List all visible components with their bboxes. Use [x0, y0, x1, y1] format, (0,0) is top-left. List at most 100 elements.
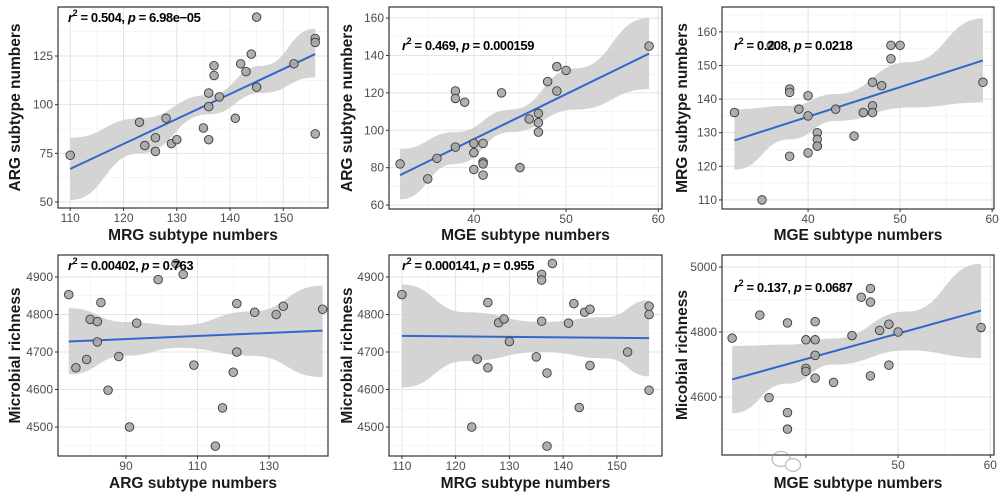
data-point: [241, 66, 251, 77]
p-value: = 0.955: [490, 258, 534, 273]
superscript: 2: [739, 278, 744, 288]
data-point: [865, 283, 876, 294]
y-tick-label: 5000: [690, 260, 717, 274]
data-point: [63, 289, 74, 300]
x-tick-label: 60: [985, 212, 999, 226]
data-point: [644, 41, 654, 51]
x-tick-label: 50: [559, 212, 573, 226]
x-axis-label: MGE subtype numbers: [774, 475, 943, 492]
superscript: 2: [73, 256, 78, 266]
r2-equals: = 0.137,: [743, 280, 794, 295]
data-point: [978, 77, 988, 88]
x-axis-label: MRG subtype numbers: [441, 475, 611, 492]
y-tick-label: 160: [697, 25, 717, 39]
plot-content: [65, 12, 320, 201]
data-point: [561, 65, 571, 76]
panel-border: [57, 6, 329, 209]
data-point: [893, 327, 903, 337]
data-point: [478, 138, 488, 149]
data-point: [782, 407, 793, 418]
panel-border: [721, 6, 995, 210]
data-point: [92, 337, 103, 347]
data-point: [810, 335, 820, 345]
scatter-panel-2: 40 50 60 60 80 100 120 140 160 MGE subtype number…: [339, 6, 665, 244]
y-tick-label: 75: [40, 146, 54, 160]
regression-line: [68, 329, 323, 343]
x-tick-label: 140: [553, 459, 573, 473]
data-point: [210, 441, 221, 451]
y-tick-label: 130: [697, 126, 717, 140]
data-point: [801, 335, 811, 345]
x-axis-label: ARG subtype numbers: [109, 475, 277, 492]
x-axis-label: MGE subtype numbers: [774, 227, 943, 244]
superscript: 2: [407, 36, 412, 46]
data-point: [450, 93, 461, 104]
data-point: [764, 392, 774, 403]
regression-stats: r2 = 0.000141, p = 0.955: [402, 256, 534, 273]
data-point: [766, 40, 776, 51]
data-point: [810, 316, 820, 327]
y-tick-label: 120: [697, 159, 717, 173]
data-point: [865, 297, 876, 307]
x-tick-label: 110: [392, 459, 411, 473]
x-tick-label: 130: [259, 459, 279, 473]
x-tick-label: 140: [220, 211, 240, 225]
bubble-small: [784, 458, 802, 472]
data-point: [171, 258, 181, 269]
confidence-band: [734, 18, 983, 170]
r-symbol: r: [734, 38, 740, 53]
x-tick-label: 150: [273, 211, 293, 225]
data-point: [134, 117, 145, 127]
data-point: [178, 269, 188, 280]
data-point: [251, 82, 262, 92]
x-tick-label: 40: [801, 212, 815, 226]
y-tick-label: 60: [371, 198, 385, 212]
plot-content: [63, 258, 328, 451]
data-point: [459, 97, 470, 107]
data-point: [232, 347, 242, 357]
data-point: [622, 347, 633, 357]
scatter-panel-3: 40 50 60 110 120 130 140 150 160 MGE subtype numb…: [674, 6, 999, 244]
data-point: [524, 114, 534, 124]
data-point: [289, 59, 299, 69]
superscript: 2: [73, 8, 78, 18]
data-point: [563, 318, 574, 328]
data-point: [150, 146, 161, 157]
y-axis-label: ARG subtype numbers: [7, 24, 24, 192]
data-point: [644, 301, 654, 312]
data-point: [569, 298, 579, 309]
data-point: [830, 104, 841, 114]
data-point: [515, 162, 525, 173]
confidence-band: [68, 285, 323, 378]
data-point: [103, 385, 113, 396]
y-tick-label: 4600: [690, 390, 717, 404]
data-point: [317, 304, 328, 315]
regression-stats: r2 = 0.469, p = 0.000159: [402, 36, 534, 53]
x-tick-label: 130: [499, 459, 519, 473]
p-symbol: p: [481, 258, 490, 273]
panel-border: [721, 254, 995, 456]
p-symbol: p: [461, 38, 470, 53]
data-point: [782, 318, 793, 328]
data-point: [499, 314, 509, 324]
data-point: [847, 330, 857, 341]
data-point: [483, 297, 493, 308]
y-axis-label: MRG subtype numbers: [674, 23, 691, 193]
x-axis-label: MRG subtype numbers: [108, 227, 278, 244]
data-point: [432, 153, 442, 164]
data-point: [828, 377, 839, 388]
data-point: [230, 113, 241, 124]
data-point: [209, 70, 219, 81]
data-point: [552, 61, 562, 72]
r2-equals: = 0.504,: [77, 10, 128, 25]
p-value: = 0.763: [149, 258, 193, 273]
data-point: [729, 107, 740, 118]
regression-line: [734, 59, 984, 142]
p-value: = 0.000159: [469, 38, 534, 53]
data-point: [784, 151, 795, 161]
scatter-panel-4: 90 110 130 4500 4600 4700 4800 4900 ARG subtype …: [7, 254, 329, 492]
y-tick-label: 4600: [357, 383, 384, 397]
data-point: [886, 54, 896, 64]
data-point: [867, 107, 878, 118]
